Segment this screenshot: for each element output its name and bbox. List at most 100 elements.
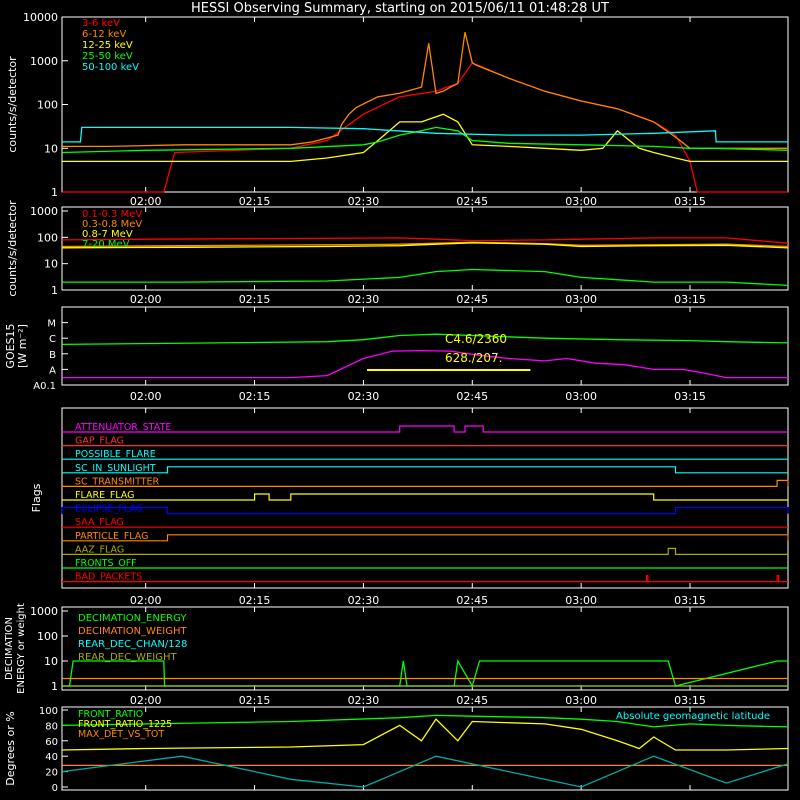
legend-entry: 12-25 keV [82,40,133,51]
series-line-12-25 keV [62,113,788,163]
flag-label: GAP_FLAG [75,436,124,447]
y-tick-label: A0.1 [33,381,56,392]
y-axis-unit: [W m⁻²] [16,324,29,368]
y-tick-label: B [49,350,56,361]
x-tick-label: 02:00 [130,694,162,707]
chart-title: HESSI Observing Summary, starting on 201… [191,1,609,16]
goes-annotation: C4.6/2360 [445,332,507,346]
x-tick-label: 02:00 [130,195,162,208]
y-axis-label: Flags [30,483,43,512]
flag-label: SC_TRANSMITTER [75,476,160,487]
legend-entry: 6-12 keV [82,29,126,40]
flag-label: AAZ_FLAG [75,544,124,555]
flag-label: ECLIPSE_FLAG [75,504,143,515]
series-line-FRONT_RATIO_1225 [62,718,789,751]
x-tick-label: 03:15 [674,694,706,707]
x-tick-label: 02:15 [239,694,271,707]
x-tick-label: 02:30 [348,594,380,607]
flag-line-PARTICLE_FLAG [62,534,789,542]
series-line-50-100 keV [62,126,788,143]
y-axis-label: counts/s/detector [6,200,19,297]
series-line-GOES short [62,349,788,379]
x-tick-label: 02:30 [348,390,380,403]
legend-entry: 0.3-0.8 MeV [82,219,142,230]
x-tick-label: 02:45 [456,694,488,707]
panel-frame-goes [61,306,789,386]
legend-entry: 50-100 keV [82,62,139,73]
panel-frame-flags [61,407,789,589]
flag-label: BAD_PACKETS [75,572,142,583]
legend-entry: 0.8-7 MeV [82,229,133,240]
x-tick-label: 03:00 [565,694,597,707]
y-tick-label: M [47,319,56,330]
y-tick-label: 100 [39,706,58,717]
y-tick-label: 1 [51,680,58,693]
y-tick-label: 100 [37,231,58,244]
x-tick-label: 02:00 [130,390,162,403]
y-tick-label: 40 [45,752,58,763]
flag-label: SAA_FLAG [75,517,124,528]
y-tick-label: 60 [45,737,58,748]
series-line-GOES long [62,333,789,346]
legend-entry: DECIMATION_ENERGY [78,613,187,624]
flag-label: FLARE_FLAG [75,490,135,501]
y-tick-label: 1 [51,186,58,199]
x-tick-label: 03:15 [674,390,706,403]
flag-label: PARTICLE_FLAG [75,531,148,542]
flag-label: SC_IN_SUNLIGHT [75,463,156,474]
y-tick-label: 100 [37,99,58,112]
ratio-annotation: Absolute geomagnetic latitude [616,711,770,722]
flag-line-BAD_PACKETS [62,574,788,583]
legend-entry: FRONT_RATIO [78,709,143,720]
series-line-FRONT_RATIO [62,714,789,728]
y-tick-label: 1 [51,284,58,297]
x-tick-label: 02:15 [239,594,271,607]
panels: 02:00 02:15 02:30 02:45 03:00 03:151101001000… [4,11,789,794]
flag-line-SC_TRANSMITTER [62,479,789,487]
y-tick-label: 1000 [30,205,58,218]
x-tick-label: 03:00 [565,594,597,607]
legend-entry: REAR_DEC_CHAN/128 [78,639,187,650]
x-tick-label: 02:15 [239,390,271,403]
x-tick-label: 03:15 [674,195,706,208]
flag-line-AAZ_FLAG [62,547,788,556]
flag-line-ATTENUATOR_STATE [62,425,788,433]
series-line-25-50 keV [62,126,789,154]
y-axis-label: DECIMATION [4,617,15,680]
y-axis-label: counts/s/detector [6,56,19,153]
y-axis-label: Degrees or % [4,711,17,785]
flag-label: ATTENUATOR_STATE [75,422,171,433]
y-tick-label: 10000 [23,11,58,24]
x-tick-label: 03:00 [565,390,597,403]
y-tick-label: C [49,334,56,345]
flag-label: POSSIBLE_FLARE [75,449,156,460]
y-tick-label: 10 [44,655,58,668]
panel-frame-high-energy [61,206,789,291]
x-tick-label: 02:00 [130,594,162,607]
x-tick-label: 02:15 [239,195,271,208]
y-tick-label: A [49,365,56,376]
y-tick-label: 10 [44,142,58,155]
series-line-7-20 MeV [62,268,789,287]
x-tick-label: 02:45 [456,594,488,607]
legend-entry: REAR_DEC_WEIGHT [78,652,177,663]
y-axis-label: ENERGY or weight [16,603,27,694]
flag-line-ECLIPSE_FLAG [61,507,789,515]
y-tick-label: 20 [45,768,58,779]
y-axis-label: GOES15 [4,323,17,368]
y-tick-label: 1000 [30,55,58,68]
x-tick-label: 03:15 [674,293,706,306]
x-tick-label: 03:00 [565,195,597,208]
x-tick-label: 02:30 [348,195,380,208]
series-line-6-12 keV [62,32,788,149]
x-tick-label: 02:30 [348,293,380,306]
y-tick-label: 0 [52,783,58,794]
y-tick-label: 10 [44,258,58,271]
x-tick-label: 02:45 [456,390,488,403]
series-line-0.8-7 MeV [62,242,789,249]
x-tick-label: 03:15 [674,594,706,607]
y-tick-label: 80 [45,721,58,732]
goes-annotation: 628./207. [445,351,502,365]
legend-entry: 7-20 MeV [82,239,130,250]
flag-label: FRONTS_OFF [75,558,137,569]
